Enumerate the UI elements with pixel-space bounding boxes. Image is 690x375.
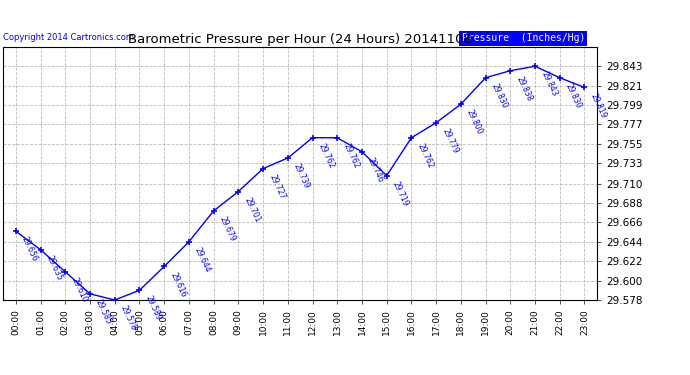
Text: 29.830: 29.830 (564, 82, 583, 110)
Text: 29.635: 29.635 (45, 254, 64, 282)
Text: 29.679: 29.679 (218, 215, 237, 243)
Text: 29.656: 29.656 (20, 236, 39, 263)
Text: 29.819: 29.819 (589, 92, 608, 119)
Text: 29.610: 29.610 (70, 276, 89, 304)
Text: 29.585: 29.585 (94, 298, 114, 326)
Text: 29.727: 29.727 (267, 173, 286, 201)
Text: Pressure  (Inches/Hg): Pressure (Inches/Hg) (462, 33, 585, 43)
Text: 29.578: 29.578 (119, 304, 138, 332)
Text: 29.746: 29.746 (366, 156, 386, 184)
Text: 29.589: 29.589 (144, 294, 163, 322)
Text: Copyright 2014 Cartronics.com: Copyright 2014 Cartronics.com (3, 33, 135, 42)
Title: Barometric Pressure per Hour (24 Hours) 20141108: Barometric Pressure per Hour (24 Hours) … (128, 33, 472, 46)
Text: 29.843: 29.843 (539, 70, 559, 98)
Text: 29.762: 29.762 (317, 142, 336, 170)
Text: 29.701: 29.701 (242, 196, 262, 223)
Text: 29.762: 29.762 (415, 142, 435, 170)
Text: 29.830: 29.830 (490, 82, 509, 110)
Text: 29.779: 29.779 (440, 127, 460, 155)
Text: 29.762: 29.762 (342, 142, 361, 170)
Text: 29.719: 29.719 (391, 180, 411, 208)
Text: 29.616: 29.616 (168, 271, 188, 298)
Text: 29.644: 29.644 (193, 246, 213, 274)
Text: 29.739: 29.739 (292, 162, 311, 190)
Text: 29.800: 29.800 (465, 108, 484, 136)
Text: 29.838: 29.838 (515, 75, 534, 102)
